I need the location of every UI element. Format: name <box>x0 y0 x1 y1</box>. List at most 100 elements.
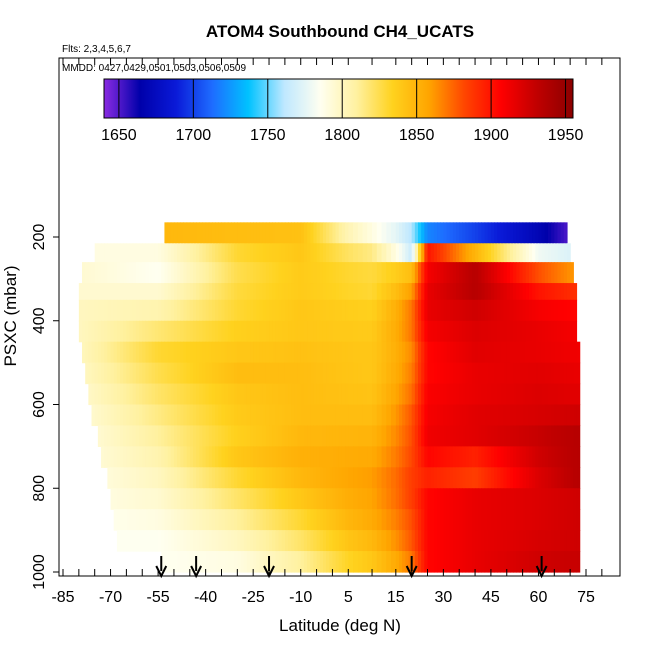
heatmap-cell <box>478 299 482 322</box>
heatmap-cell <box>303 243 308 263</box>
heatmap-cell <box>205 362 210 385</box>
heatmap-cell <box>196 243 200 263</box>
heatmap-cell <box>291 488 295 510</box>
heatmap-cell <box>490 222 495 244</box>
heatmap-cell <box>113 404 118 427</box>
heatmap-cell <box>449 283 454 301</box>
heatmap-cell <box>459 467 463 489</box>
heatmap-cell <box>196 530 200 552</box>
heatmap-cell <box>424 299 429 322</box>
heatmap-cell <box>554 425 559 447</box>
heatmap-cell <box>224 222 229 244</box>
heatmap-cell <box>196 467 200 489</box>
heatmap-cell <box>326 551 330 573</box>
heatmap-cell <box>278 530 283 552</box>
heatmap-cell <box>357 446 364 468</box>
heatmap-cell <box>272 425 276 447</box>
heatmap-cell <box>161 362 166 385</box>
heatmap-cell <box>525 551 530 573</box>
heatmap-cell <box>411 222 416 244</box>
heatmap-cell <box>126 243 131 263</box>
heatmap-cell <box>135 509 140 531</box>
heatmap-cell <box>243 467 248 489</box>
heatmap-cell <box>362 262 368 284</box>
heatmap-cell <box>456 262 460 284</box>
heatmap-cell <box>145 341 150 364</box>
heatmap-cell <box>338 299 343 322</box>
heatmap-cell <box>284 404 289 427</box>
heatmap-cell <box>322 283 327 301</box>
heatmap-cell <box>362 467 368 489</box>
heatmap-cell <box>497 262 502 284</box>
heatmap-cell <box>297 262 302 284</box>
heatmap-cell <box>490 404 495 427</box>
heatmap-cell <box>218 222 223 244</box>
heatmap-cell <box>265 320 270 343</box>
heatmap-cell <box>506 283 511 301</box>
heatmap-cell <box>173 467 178 489</box>
heatmap-cell <box>291 320 295 343</box>
heatmap-cell <box>180 243 185 263</box>
heatmap-cell <box>459 283 463 301</box>
heatmap-cell <box>494 383 498 406</box>
heatmap-cell <box>215 262 219 284</box>
heatmap-cell <box>395 404 400 427</box>
heatmap-cell <box>132 425 137 447</box>
heatmap-cell <box>449 551 454 573</box>
heatmap-cell <box>135 243 140 263</box>
heatmap-cell <box>205 509 210 531</box>
heatmap-cell <box>509 383 514 406</box>
heatmap-cell <box>372 467 378 489</box>
heatmap-cell <box>177 530 181 552</box>
heatmap-cell <box>519 362 524 385</box>
heatmap-cell <box>386 299 392 322</box>
heatmap-cell <box>468 299 473 322</box>
heatmap-cell <box>402 446 406 468</box>
heatmap-cell <box>221 551 226 573</box>
heatmap-cell <box>329 243 334 263</box>
heatmap-cell <box>278 467 283 489</box>
heatmap-cell <box>551 243 555 263</box>
heatmap-cell <box>243 383 248 406</box>
heatmap-cell <box>224 467 229 489</box>
heatmap-cell <box>199 383 204 406</box>
heatmap-cell <box>348 383 354 406</box>
heatmap-cell <box>189 299 194 322</box>
heatmap-cell <box>462 243 467 263</box>
heatmap-cell <box>202 551 207 573</box>
heatmap-cell <box>487 243 492 263</box>
heatmap-cell <box>376 243 383 263</box>
heatmap-cell <box>372 509 378 531</box>
heatmap-cell <box>230 383 235 406</box>
heatmap-cell <box>303 467 308 489</box>
heatmap-cell <box>291 509 295 531</box>
heatmap-cell <box>519 341 524 364</box>
heatmap-cell <box>345 299 349 322</box>
heatmap-cell <box>196 551 200 573</box>
heatmap-cell <box>177 488 181 510</box>
heatmap-cell <box>411 488 416 510</box>
heatmap-cell <box>253 262 257 284</box>
heatmap-cell <box>509 299 514 322</box>
heatmap-cell <box>275 425 280 447</box>
heatmap-cell <box>192 467 197 489</box>
heatmap-cell <box>151 530 156 552</box>
heatmap-cell <box>123 320 127 343</box>
heatmap-cell <box>576 488 581 510</box>
heatmap-cell <box>554 299 559 322</box>
heatmap-cell <box>303 383 308 406</box>
heatmap-cell <box>566 362 571 385</box>
heatmap-cell <box>135 488 140 510</box>
heatmap-cell <box>129 320 134 343</box>
heatmap-cell <box>126 299 131 322</box>
heatmap-cell <box>142 425 147 447</box>
heatmap-cell <box>525 299 530 322</box>
heatmap-cell <box>506 425 511 447</box>
heatmap-cell <box>497 509 502 531</box>
heatmap-cell <box>563 551 568 573</box>
heatmap-cell <box>164 320 169 343</box>
heatmap-cell <box>424 467 429 489</box>
heatmap-cell <box>243 320 248 343</box>
heatmap-cell <box>307 404 311 427</box>
heatmap-cell <box>538 509 543 531</box>
